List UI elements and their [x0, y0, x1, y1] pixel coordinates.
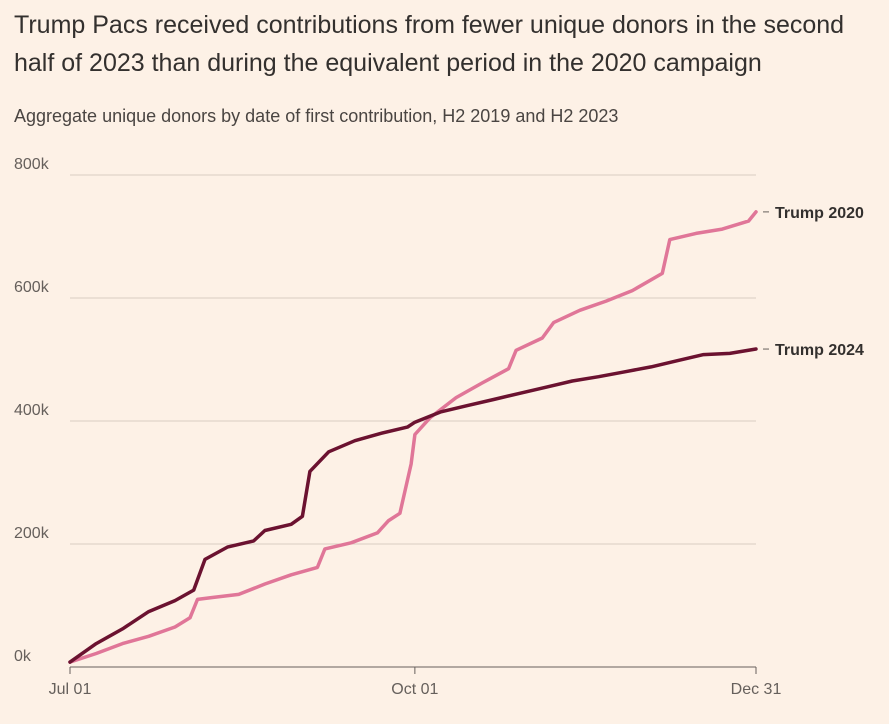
x-tick-label: Jul 01	[49, 681, 92, 698]
series-lines	[68, 210, 758, 664]
y-tick-label: 0k	[14, 648, 32, 665]
x-tick-label: Dec 31	[731, 681, 782, 698]
y-axis-labels: 0k 200k 400k 600k 800k	[14, 156, 50, 665]
x-tick-label: Oct 01	[391, 681, 438, 698]
series-line-trump-2024	[68, 347, 758, 664]
series-label-trump-2020: Trump 2020	[775, 205, 864, 222]
y-tick-label: 200k	[14, 525, 50, 542]
series-labels: Trump 2020 Trump 2024	[763, 205, 864, 359]
gridlines	[70, 174, 756, 668]
y-tick-label: 800k	[14, 156, 50, 173]
chart-title: Trump Pacs received contributions from f…	[14, 11, 845, 77]
series-label-trump-2024: Trump 2024	[775, 342, 864, 359]
x-axis: Jul 01 Oct 01 Dec 31	[49, 667, 782, 698]
y-tick-label: 600k	[14, 279, 50, 296]
series-line-trump-2020	[68, 210, 758, 664]
y-tick-label: 400k	[14, 402, 50, 419]
chart-subtitle: Aggregate unique donors by date of first…	[14, 106, 619, 126]
